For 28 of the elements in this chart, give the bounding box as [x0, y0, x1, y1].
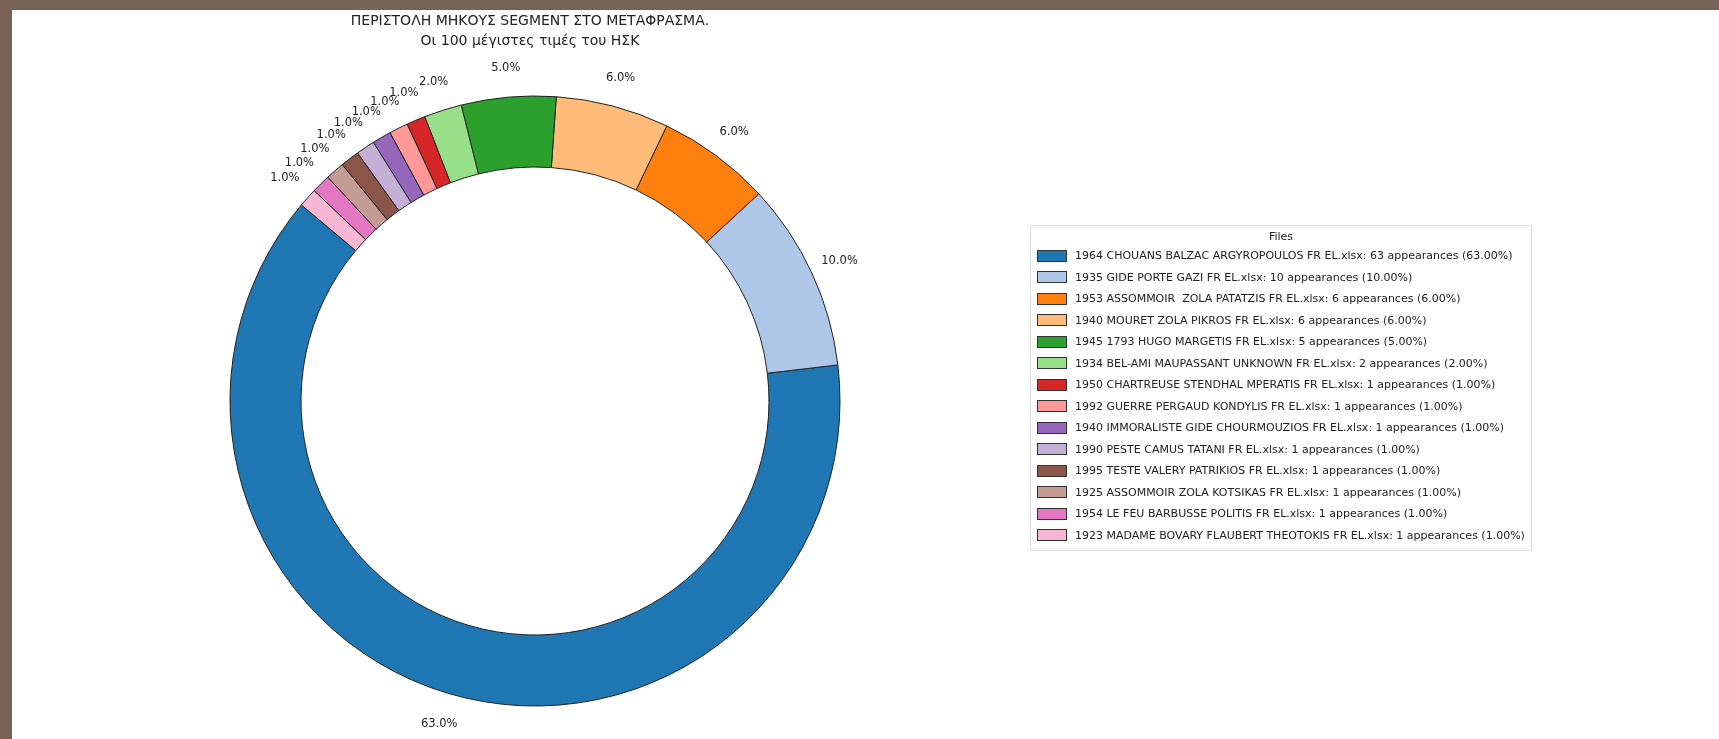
legend-label: 1953 ASSOMMOIR ZOLA PATATZIS FR EL.xlsx: 6 appearances (6.00%): [1075, 292, 1461, 306]
legend-label: 1950 CHARTREUSE STENDHAL MPERATIS FR EL.xlsx: 1 appearances (1.00%): [1075, 378, 1496, 392]
data-label: 2.0%: [418, 74, 449, 89]
legend-label: 1954 LE FEU BARBUSSE POLITIS FR EL.xlsx: 1 appearances (1.00%): [1075, 507, 1448, 521]
legend-label: 1990 PESTE CAMUS TATANI FR EL.xlsx: 1 appearances (1.00%): [1075, 442, 1420, 456]
chart-subtitle: Οι 100 μέγιστες τιμές του ΗΣΚ: [419, 31, 641, 50]
legend-label: 1992 GUERRE PERGAUD KONDYLIS FR EL.xlsx: 1 appearances (1.00%): [1075, 399, 1463, 413]
data-label: 1.0%: [270, 170, 300, 185]
legend-label: 1945 1793 HUGO MARGETIS FR EL.xlsx: 5 appearances (5.00%): [1075, 335, 1428, 349]
data-label: 1.0%: [300, 140, 330, 155]
data-label: 6.0%: [719, 123, 749, 138]
data-label: 1.0%: [316, 127, 346, 142]
data-label: 1.0%: [333, 115, 364, 130]
legend-label: 1964 CHOUANS BALZAC ARGYROPOULOS FR EL.xlsx: 63 appearances (63.00%): [1075, 249, 1513, 263]
legend-label: 1923 MADAME BOVARY FLAUBERT THEOTOKIS FR EL.xlsx: 1 appearances (1.00%): [1075, 528, 1525, 542]
legend-label: 1935 GIDE PORTE GAZI FR EL.xlsx: 10 appearances (10.00%): [1075, 270, 1413, 284]
legend-label: 1940 MOURET ZOLA PIKROS FR EL.xlsx: 6 appearances (6.00%): [1075, 313, 1427, 327]
data-label: 63.0%: [420, 715, 458, 730]
legend-label: 1995 TESTE VALERY PATRIKIOS FR EL.xlsx: 1 appearances (1.00%): [1075, 464, 1441, 478]
data-label: 5.0%: [491, 59, 521, 74]
legend-label: 1934 BEL-AMI MAUPASSANT UNKNOWN FR EL.xlsx: 2 appearances (2.00%): [1075, 356, 1488, 370]
chart-title: ΠΕΡΙΣΤΟΛΗ ΜΗΚΟΥΣ SEGMENT ΣΤΟ ΜΕΤΑΦΡΑΣΜΑ.: [349, 11, 711, 30]
legend-title: Files: [1267, 230, 1294, 243]
legend-label: 1940 IMMORALISTE GIDE CHOURMOUZIOS FR EL.xlsx: 1 appearances (1.00%): [1075, 421, 1505, 435]
data-label: 6.0%: [606, 69, 636, 84]
legend-label: 1925 ASSOMMOIR ZOLA KOTSIKAS FR EL.xlsx: 1 appearances (1.00%): [1075, 485, 1462, 499]
data-label: 10.0%: [821, 253, 858, 268]
data-label: 1.0%: [284, 155, 315, 170]
